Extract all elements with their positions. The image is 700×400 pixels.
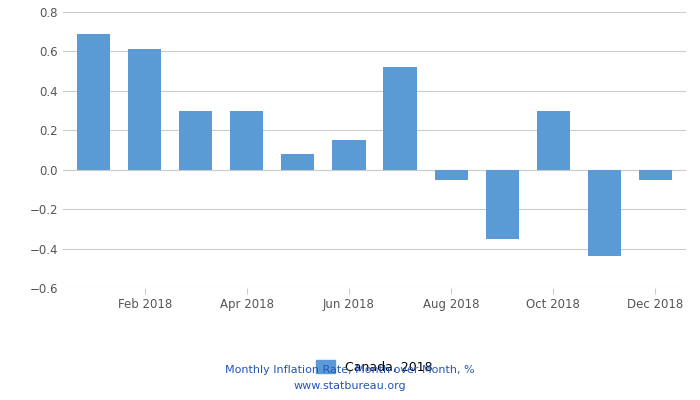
Text: Monthly Inflation Rate, Month over Month, %: Monthly Inflation Rate, Month over Month… — [225, 365, 475, 375]
Bar — [281, 154, 314, 170]
Bar — [435, 170, 468, 180]
Bar — [332, 140, 365, 170]
Bar — [384, 67, 416, 170]
Legend: Canada, 2018: Canada, 2018 — [312, 355, 438, 378]
Bar — [588, 170, 621, 256]
Bar — [639, 170, 672, 180]
Bar — [230, 110, 263, 170]
Text: www.statbureau.org: www.statbureau.org — [294, 381, 406, 391]
Bar — [128, 50, 161, 170]
Bar — [77, 34, 110, 170]
Bar — [537, 110, 570, 170]
Bar — [486, 170, 519, 239]
Bar — [179, 110, 212, 170]
